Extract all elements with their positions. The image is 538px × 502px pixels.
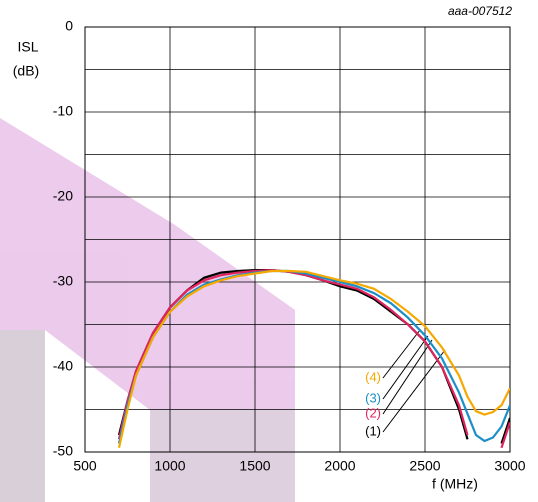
x-tick-label: 2500	[409, 458, 440, 474]
series-label: (1)	[365, 423, 381, 438]
y-axis-label: ISL	[17, 39, 38, 55]
y-axis-label: (dB)	[13, 63, 39, 79]
series-line	[117, 269, 510, 449]
x-tick-label: 3000	[494, 458, 525, 474]
y-tick-label: -30	[53, 273, 73, 289]
y-tick-label: -20	[53, 188, 73, 204]
x-tick-label: 2000	[324, 458, 355, 474]
leaders	[382, 329, 446, 433]
watermark	[0, 118, 295, 502]
series-label: (4)	[365, 369, 381, 384]
figure-id: aaa-007512	[448, 4, 512, 18]
y-tick-label: -40	[53, 358, 73, 374]
series-label: (3)	[365, 390, 381, 405]
y-tick-label: 0	[65, 18, 73, 34]
x-tick-label: 1500	[239, 458, 270, 474]
y-tick-label: -50	[53, 443, 73, 459]
y-tick-label: -10	[53, 103, 73, 119]
x-axis-label: f (MHz)	[432, 476, 478, 492]
series-label: (2)	[365, 405, 381, 420]
x-tick-label: 500	[73, 458, 97, 474]
x-tick-label: 1000	[154, 458, 185, 474]
